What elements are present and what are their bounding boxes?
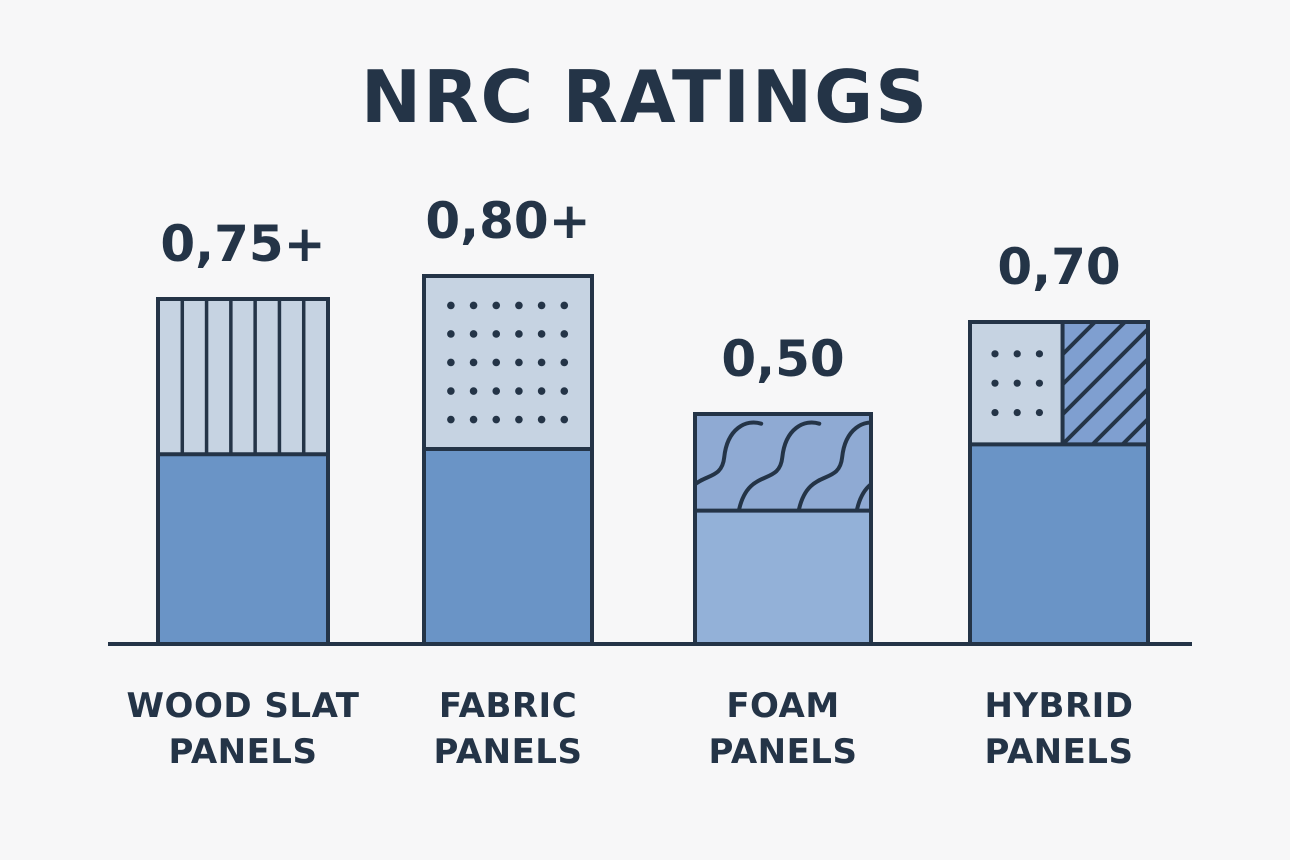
pattern-dot bbox=[1013, 350, 1021, 358]
pattern-dot bbox=[515, 330, 523, 338]
hatch-line bbox=[1243, 322, 1290, 444]
wave-line bbox=[797, 420, 871, 511]
pattern-dot bbox=[537, 387, 546, 395]
bar-group-4: 0,70 HYBRID PANELS bbox=[968, 238, 1290, 772]
pattern-dot bbox=[991, 408, 999, 417]
hatch-line bbox=[1183, 322, 1290, 444]
hatch-line bbox=[1062, 326, 1149, 418]
pattern-dot bbox=[515, 301, 523, 310]
category-label-line1: WOOD SLAT bbox=[127, 686, 360, 726]
pattern-dot bbox=[537, 301, 546, 310]
chart-title: NRC RATINGS bbox=[361, 55, 929, 139]
category-label-line1: HYBRID bbox=[984, 686, 1133, 726]
pattern-dot bbox=[537, 415, 546, 424]
pattern-dot bbox=[469, 387, 478, 395]
pattern-dot bbox=[447, 387, 455, 395]
category-label-line2: PANELS bbox=[434, 732, 583, 772]
pattern-dot bbox=[560, 358, 569, 367]
wave-line bbox=[855, 481, 871, 511]
pattern-dot bbox=[447, 415, 455, 424]
category-label-line2: PANELS bbox=[169, 732, 318, 772]
value-label: 0,80+ bbox=[425, 192, 590, 250]
bar-base-3 bbox=[695, 510, 871, 644]
pattern-dot bbox=[1035, 379, 1044, 387]
pattern-dot bbox=[1013, 379, 1021, 387]
pattern-dot bbox=[560, 415, 569, 424]
value-label: 0,50 bbox=[721, 330, 844, 388]
pattern-dot bbox=[515, 387, 523, 395]
pattern-dot bbox=[1013, 408, 1021, 417]
value-label: 0,75+ bbox=[160, 215, 325, 273]
bar-group-1: 0,75+ WOOD SLAT PANELS bbox=[127, 215, 360, 772]
bar-group-2: 0,80+ FABRIC PANELS bbox=[422, 192, 594, 772]
category-label-line1: FABRIC bbox=[439, 686, 577, 726]
pattern-dot bbox=[560, 330, 569, 338]
pattern-dot bbox=[560, 387, 569, 395]
bar-base-4 bbox=[970, 444, 1148, 644]
hatch-line bbox=[1062, 356, 1149, 445]
pattern-dot bbox=[492, 330, 501, 338]
pattern-dot bbox=[492, 415, 501, 424]
hatch-line bbox=[1273, 322, 1290, 444]
category-label-line1: FOAM bbox=[726, 686, 839, 726]
pattern-dot bbox=[492, 301, 501, 310]
pattern-dot bbox=[537, 358, 546, 367]
pattern-dot bbox=[469, 415, 478, 424]
hatch-line bbox=[1213, 322, 1290, 444]
category-label-line2: PANELS bbox=[709, 732, 858, 772]
pattern-dot bbox=[447, 358, 455, 367]
pattern-dot bbox=[515, 415, 523, 424]
hatch-line bbox=[1062, 322, 1097, 358]
pattern-dot bbox=[991, 350, 999, 358]
pattern-dot bbox=[469, 330, 478, 338]
hatch-line bbox=[1121, 416, 1149, 445]
pattern-dot bbox=[991, 379, 999, 387]
pattern-dot bbox=[469, 358, 478, 367]
pattern-dot bbox=[492, 358, 501, 367]
pattern-dot bbox=[1035, 408, 1044, 417]
pattern-dot bbox=[447, 330, 455, 338]
pattern-dot bbox=[1035, 350, 1044, 358]
bars-layer: 0,75+WOOD SLATPANELS0,80+FABRICPANELS0,5… bbox=[127, 192, 1290, 772]
hatch-line bbox=[1153, 322, 1275, 444]
pattern-dot bbox=[515, 358, 523, 367]
pattern-dot bbox=[492, 387, 501, 395]
pattern-dot bbox=[447, 301, 455, 310]
wave-line bbox=[737, 420, 822, 511]
bar-base-2 bbox=[424, 448, 592, 644]
hatch-line bbox=[1091, 386, 1149, 445]
wave-lines bbox=[695, 420, 871, 511]
bar-group-3: 0,50 FOAM PANELS bbox=[693, 330, 873, 772]
pattern-dot bbox=[537, 330, 546, 338]
value-label: 0,70 bbox=[997, 238, 1120, 296]
bar-base-1 bbox=[158, 454, 328, 644]
pattern-dot bbox=[560, 301, 569, 310]
wave-line bbox=[695, 420, 764, 487]
category-label-line2: PANELS bbox=[985, 732, 1134, 772]
bar-top-1 bbox=[158, 299, 328, 455]
pattern-dot bbox=[469, 301, 478, 310]
